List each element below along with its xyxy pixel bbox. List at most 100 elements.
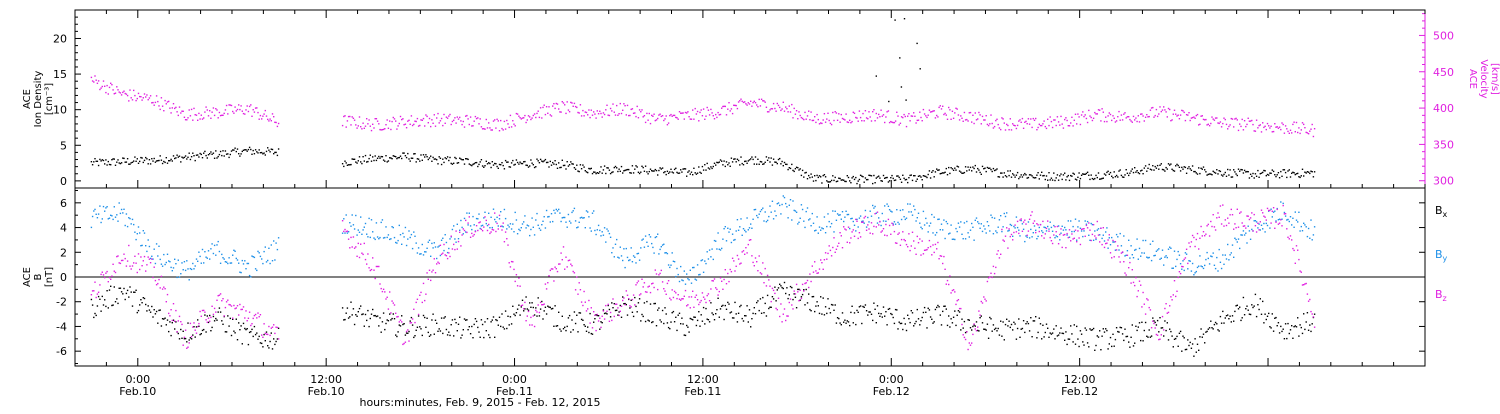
density-series-point [106,164,107,165]
density-series-point [1239,171,1240,172]
b-series-bz-point [807,280,808,281]
velocity-series-point [673,115,674,116]
velocity-series-point [470,116,471,117]
b-series-bx-point [1228,318,1229,319]
b-series-bx-point [742,318,743,319]
b-series-by-point [708,258,709,259]
b-series-by-point [160,259,161,260]
b-series-bz-point [587,308,588,309]
b-series-bx-point [413,337,414,338]
density-series-point [913,175,914,176]
velocity-series-point [612,103,613,104]
density-series-point [193,155,194,156]
b-series-bz-point [531,324,532,325]
b-series-bx-point [1074,324,1075,325]
b-series-by-point [912,215,913,216]
velocity-series-point [493,120,494,121]
b-series-bx-point [1309,324,1310,325]
b-series-by-point [1164,257,1165,258]
b-series-by-point [705,263,706,264]
b-series-by-point [422,244,423,245]
b-series-bx-point [1222,311,1223,312]
density-series-point [647,173,648,174]
b-series-bz-point [983,296,984,297]
velocity-series-point [836,112,837,113]
density-series-point [638,172,639,173]
density-series-point [1070,175,1071,176]
velocity-series-point [796,110,797,111]
b-series-by-point [1132,254,1133,255]
b-series-by-point [722,239,723,240]
b-series-bz-point [632,299,633,300]
b-series-bz-point [759,255,760,256]
density-series-point [342,163,343,164]
velocity-series-point [519,117,520,118]
b-series-bx-point [155,313,156,314]
b-series-by-point [115,217,116,218]
b-series-bz-point [1222,204,1223,205]
b-series-bx-point [251,329,252,330]
density-series-point [393,155,394,156]
density-series-point [140,157,141,158]
velocity-series-point [149,97,150,98]
b-series-bz-point [466,232,467,233]
b-series-bz-point [1085,236,1086,237]
velocity-series-point [1085,114,1086,115]
b-series-bx-point [1182,336,1183,337]
velocity-series-point [1205,119,1206,120]
b-series-by-point [626,248,627,249]
velocity-series-point [650,123,651,124]
b-series-by-point [1258,223,1259,224]
b-series-by-point [542,221,543,222]
density-series-point [744,161,745,162]
velocity-series-point [977,118,978,119]
velocity-series-point [96,80,97,81]
b-series-bx-point [585,326,586,327]
b-series-bx-point [91,299,92,300]
b-series-bx-point [1296,326,1297,327]
velocity-series-point [480,118,481,119]
density-series-point [394,156,395,157]
velocity-series-point [210,118,211,119]
b-series-by-point [1165,255,1166,256]
b-series-by-point [183,269,184,270]
density-series-point [1033,177,1034,178]
density-series-point [1267,174,1268,175]
b-series-bz-point [609,321,610,322]
velocity-series-point [801,117,802,118]
b-series-by-point [111,215,112,216]
outlier-point [920,68,921,69]
b-series-by-point [998,227,999,228]
density-series-point [745,161,746,162]
density-series-point [977,168,978,169]
b-series-bz-point [563,246,564,247]
b-series-bz-point [1216,217,1217,218]
density-series-point [564,165,565,166]
b-series-bx-point [965,332,966,333]
velocity-series-point [732,113,733,114]
b-series-by-point [928,231,929,232]
velocity-series-point [972,115,973,116]
b-series-by-point [1251,229,1252,230]
b-series-by-point [795,210,796,211]
b-series-bz-point [713,280,714,281]
b-series-bz-point [562,259,563,260]
velocity-series-point [737,108,738,109]
b-series-bx-point [218,311,219,312]
b-series-bx-point [500,326,501,327]
b-series-bz-point [915,254,916,255]
b-series-bz-point [344,229,345,230]
b-series-bx-point [620,305,621,306]
b-series-bz-point [558,263,559,264]
b-series-bz-point [902,231,903,232]
b-series-bx-point [350,302,351,303]
b-series-bx-point [1255,294,1256,295]
density-series-point [653,170,654,171]
velocity-series-point [467,118,468,119]
velocity-series-point [755,102,756,103]
b-series-bz-point [238,314,239,315]
velocity-series-point [125,93,126,94]
density-series-point [1085,174,1086,175]
density-series-point [127,158,128,159]
b-series-by-point [368,218,369,219]
